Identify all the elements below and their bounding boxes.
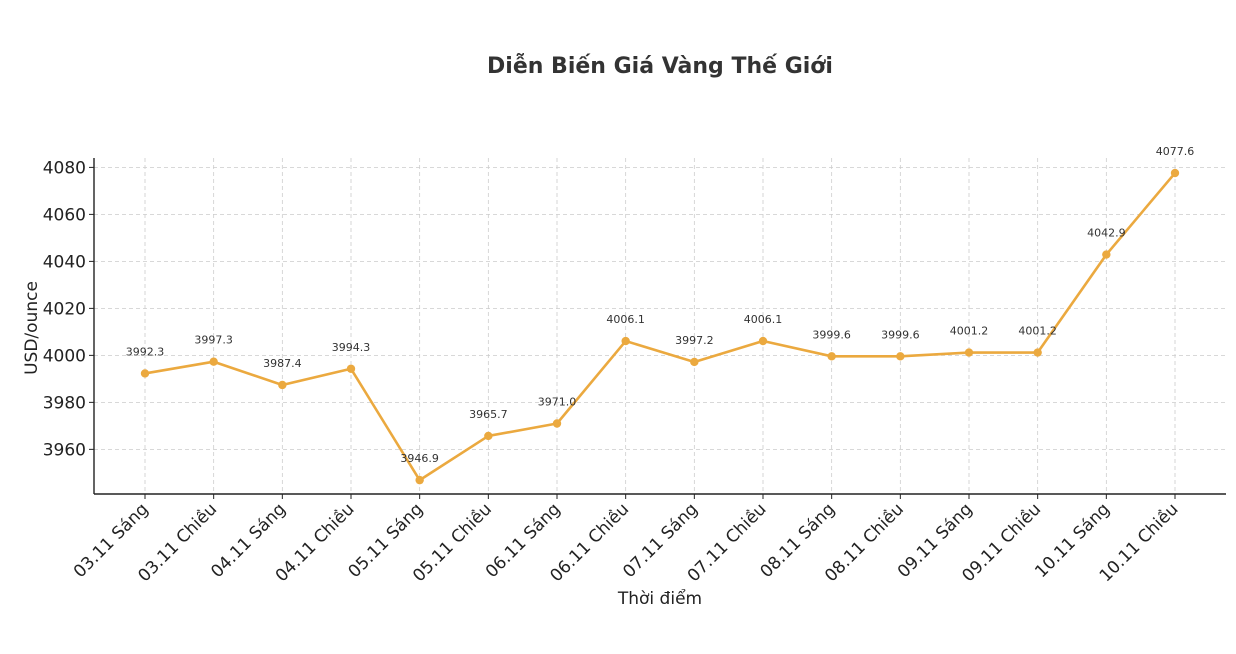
data-point: [140, 369, 150, 378]
data-label: 3997.2: [675, 334, 714, 347]
data-point: [1170, 168, 1180, 178]
data-label: 3992.3: [126, 345, 165, 358]
data-label: 4006.1: [744, 313, 783, 326]
data-point: [1102, 250, 1111, 259]
y-axis-ticks: 3960 3980 4000 4020 4040 4060 4080: [43, 158, 94, 460]
data-label: 3997.3: [194, 334, 233, 347]
data-point: [690, 357, 699, 367]
data-point: [346, 364, 356, 373]
data-label: 3971.0: [538, 396, 577, 409]
y-tick-label: 4080: [43, 158, 86, 178]
data-point: [278, 380, 287, 390]
data-point: [758, 336, 768, 346]
data-point: [896, 352, 905, 361]
data-label: 4042.9: [1087, 227, 1126, 240]
data-label: 4001.2: [950, 325, 989, 338]
chart-title: Diễn Biến Giá Vàng Thế Giới: [487, 54, 833, 79]
grid: [94, 158, 1226, 494]
data-point: [964, 348, 974, 357]
data-label: 4006.1: [606, 313, 645, 326]
data-point: [484, 431, 493, 441]
y-tick-label: 4040: [43, 252, 86, 272]
data-label: 3994.3: [332, 341, 371, 354]
series-price: [140, 168, 1180, 485]
data-point: [827, 352, 836, 361]
data-label: 3946.9: [400, 452, 439, 465]
y-tick-label: 4060: [43, 205, 86, 225]
y-tick-label: 3960: [43, 440, 86, 460]
series-line: [144, 172, 1176, 482]
data-point: [1033, 348, 1042, 357]
y-tick-label: 3980: [43, 393, 86, 413]
data-point: [621, 336, 630, 346]
data-point: [552, 419, 562, 428]
y-tick-label: 4020: [43, 299, 86, 319]
x-axis-label: Thời điểm: [617, 588, 702, 609]
y-axis-label: USD/ounce: [22, 281, 42, 375]
data-label: 3999.6: [812, 328, 851, 341]
data-label: 4077.6: [1156, 145, 1195, 158]
data-label: 3987.4: [263, 357, 302, 370]
data-label: 3999.6: [881, 328, 920, 341]
y-tick-label: 4000: [43, 346, 86, 366]
data-label: 4001.2: [1018, 325, 1057, 338]
data-point: [209, 357, 218, 366]
data-label: 3965.7: [469, 408, 508, 421]
data-labels: 3992.3 3997.3 3987.4 3994.3 3946.9 3965.7 3971…: [126, 145, 1195, 465]
data-point: [415, 475, 424, 485]
